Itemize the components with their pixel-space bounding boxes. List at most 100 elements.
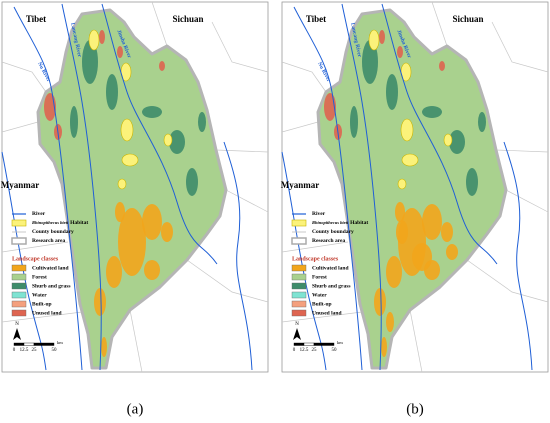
cultivated-patch xyxy=(118,208,146,276)
shrub-patch xyxy=(386,74,398,110)
cultivated-patch xyxy=(106,256,122,288)
shrub-patch xyxy=(106,74,118,110)
scale-segment xyxy=(313,342,335,346)
cultivated-patch xyxy=(396,220,408,244)
legend-swatch xyxy=(11,309,27,317)
river xyxy=(61,3,102,371)
scale-unit: km xyxy=(337,340,343,345)
cultivated-patch xyxy=(115,202,125,222)
county-boundary xyxy=(1,241,69,253)
shrub-patch xyxy=(142,106,162,118)
legend-label: Water xyxy=(32,292,47,298)
legend-label: Research area xyxy=(312,238,345,244)
river xyxy=(341,3,382,371)
legend-label: Forest xyxy=(32,274,47,280)
legend-label: County boundary xyxy=(312,229,354,235)
legend-label: Rhinopithecus bieti Habitat xyxy=(312,220,368,226)
unused-patch xyxy=(117,46,123,58)
river xyxy=(223,141,253,371)
county-boundary xyxy=(225,189,269,213)
research-area xyxy=(36,8,228,370)
legend-swatch xyxy=(11,300,27,308)
legend-label: Cultivated land xyxy=(312,265,349,271)
county-boundary xyxy=(495,149,549,153)
river xyxy=(381,3,498,265)
legend-label: Research area xyxy=(32,238,65,244)
scale-segment xyxy=(303,342,315,346)
legend-research xyxy=(11,237,27,245)
scale-label: 0 xyxy=(293,348,296,353)
legend-habitat xyxy=(291,219,307,227)
legend-swatch xyxy=(291,282,307,290)
legend-habitat xyxy=(11,219,27,227)
legend-swatch xyxy=(291,309,307,317)
scale-segment xyxy=(13,342,25,346)
legend-label: Unused land xyxy=(312,310,342,316)
unused-patch xyxy=(99,30,105,44)
river xyxy=(1,151,47,371)
legend-label: Unused land xyxy=(32,310,62,316)
species-name: Rhinopithecus bieti xyxy=(312,220,349,225)
county-boundary xyxy=(151,1,168,47)
panel-caption: (a) xyxy=(127,401,144,417)
river xyxy=(503,141,533,371)
county-boundary xyxy=(1,121,39,133)
legend-label: County boundary xyxy=(32,229,74,235)
shrub-patch xyxy=(82,40,98,84)
research-area xyxy=(316,8,508,370)
county-boundary xyxy=(281,61,327,93)
north-arrow xyxy=(13,328,21,340)
cultivated-patch xyxy=(142,204,162,240)
species-name: Rhinopithecus bieti xyxy=(32,220,69,225)
legend-text: County boundary xyxy=(312,229,354,235)
legend-title: Landscape classes xyxy=(292,256,339,262)
habitat-patch xyxy=(368,29,380,51)
habitat-patch xyxy=(443,133,453,147)
scale-label: 12.5 xyxy=(300,348,309,353)
legend-label: River xyxy=(32,211,46,217)
shrub-patch xyxy=(478,112,486,132)
legend-swatch xyxy=(291,273,307,281)
place-label: Tibet xyxy=(306,14,326,24)
scale-segment xyxy=(23,342,35,346)
legend-label: Built-up xyxy=(312,301,332,307)
shrub-patch xyxy=(449,130,465,154)
county-boundary xyxy=(466,259,549,303)
cultivated-patch xyxy=(101,337,107,357)
legend-label: River xyxy=(312,211,326,217)
legend-swatch xyxy=(11,282,27,290)
north-label: N xyxy=(295,322,299,327)
shrub-patch xyxy=(362,40,378,84)
legend-research xyxy=(291,237,307,245)
legend-swatch xyxy=(11,273,27,281)
legend-label: Cultivated land xyxy=(32,265,69,271)
cultivated-patch xyxy=(144,260,160,280)
habitat-patch xyxy=(121,153,139,167)
habitat-patch xyxy=(117,178,127,190)
cultivated-patch xyxy=(412,243,432,271)
cultivated-patch xyxy=(374,288,386,316)
legend-text: River xyxy=(32,211,46,217)
county-boundary xyxy=(281,241,349,253)
scale-label: 50 xyxy=(332,348,338,353)
cultivated-patch xyxy=(381,337,387,357)
legend-text: River xyxy=(312,211,326,217)
scale-label: 25 xyxy=(32,348,38,353)
panel-caption: (b) xyxy=(406,401,424,417)
county-boundary xyxy=(1,311,83,323)
county-boundary xyxy=(1,61,47,93)
cultivated-patch xyxy=(422,204,442,240)
scale-unit: km xyxy=(57,340,63,345)
habitat-patch xyxy=(163,133,173,147)
place-label: Myanmar xyxy=(1,180,40,190)
river xyxy=(293,6,363,371)
cultivated-patch xyxy=(441,222,453,242)
cultivated-patch xyxy=(161,222,173,242)
county-boundary xyxy=(431,1,448,47)
habitat-patch xyxy=(120,118,134,142)
county-boundary xyxy=(211,21,269,73)
county-boundary xyxy=(281,121,319,133)
county-boundary xyxy=(129,309,143,373)
